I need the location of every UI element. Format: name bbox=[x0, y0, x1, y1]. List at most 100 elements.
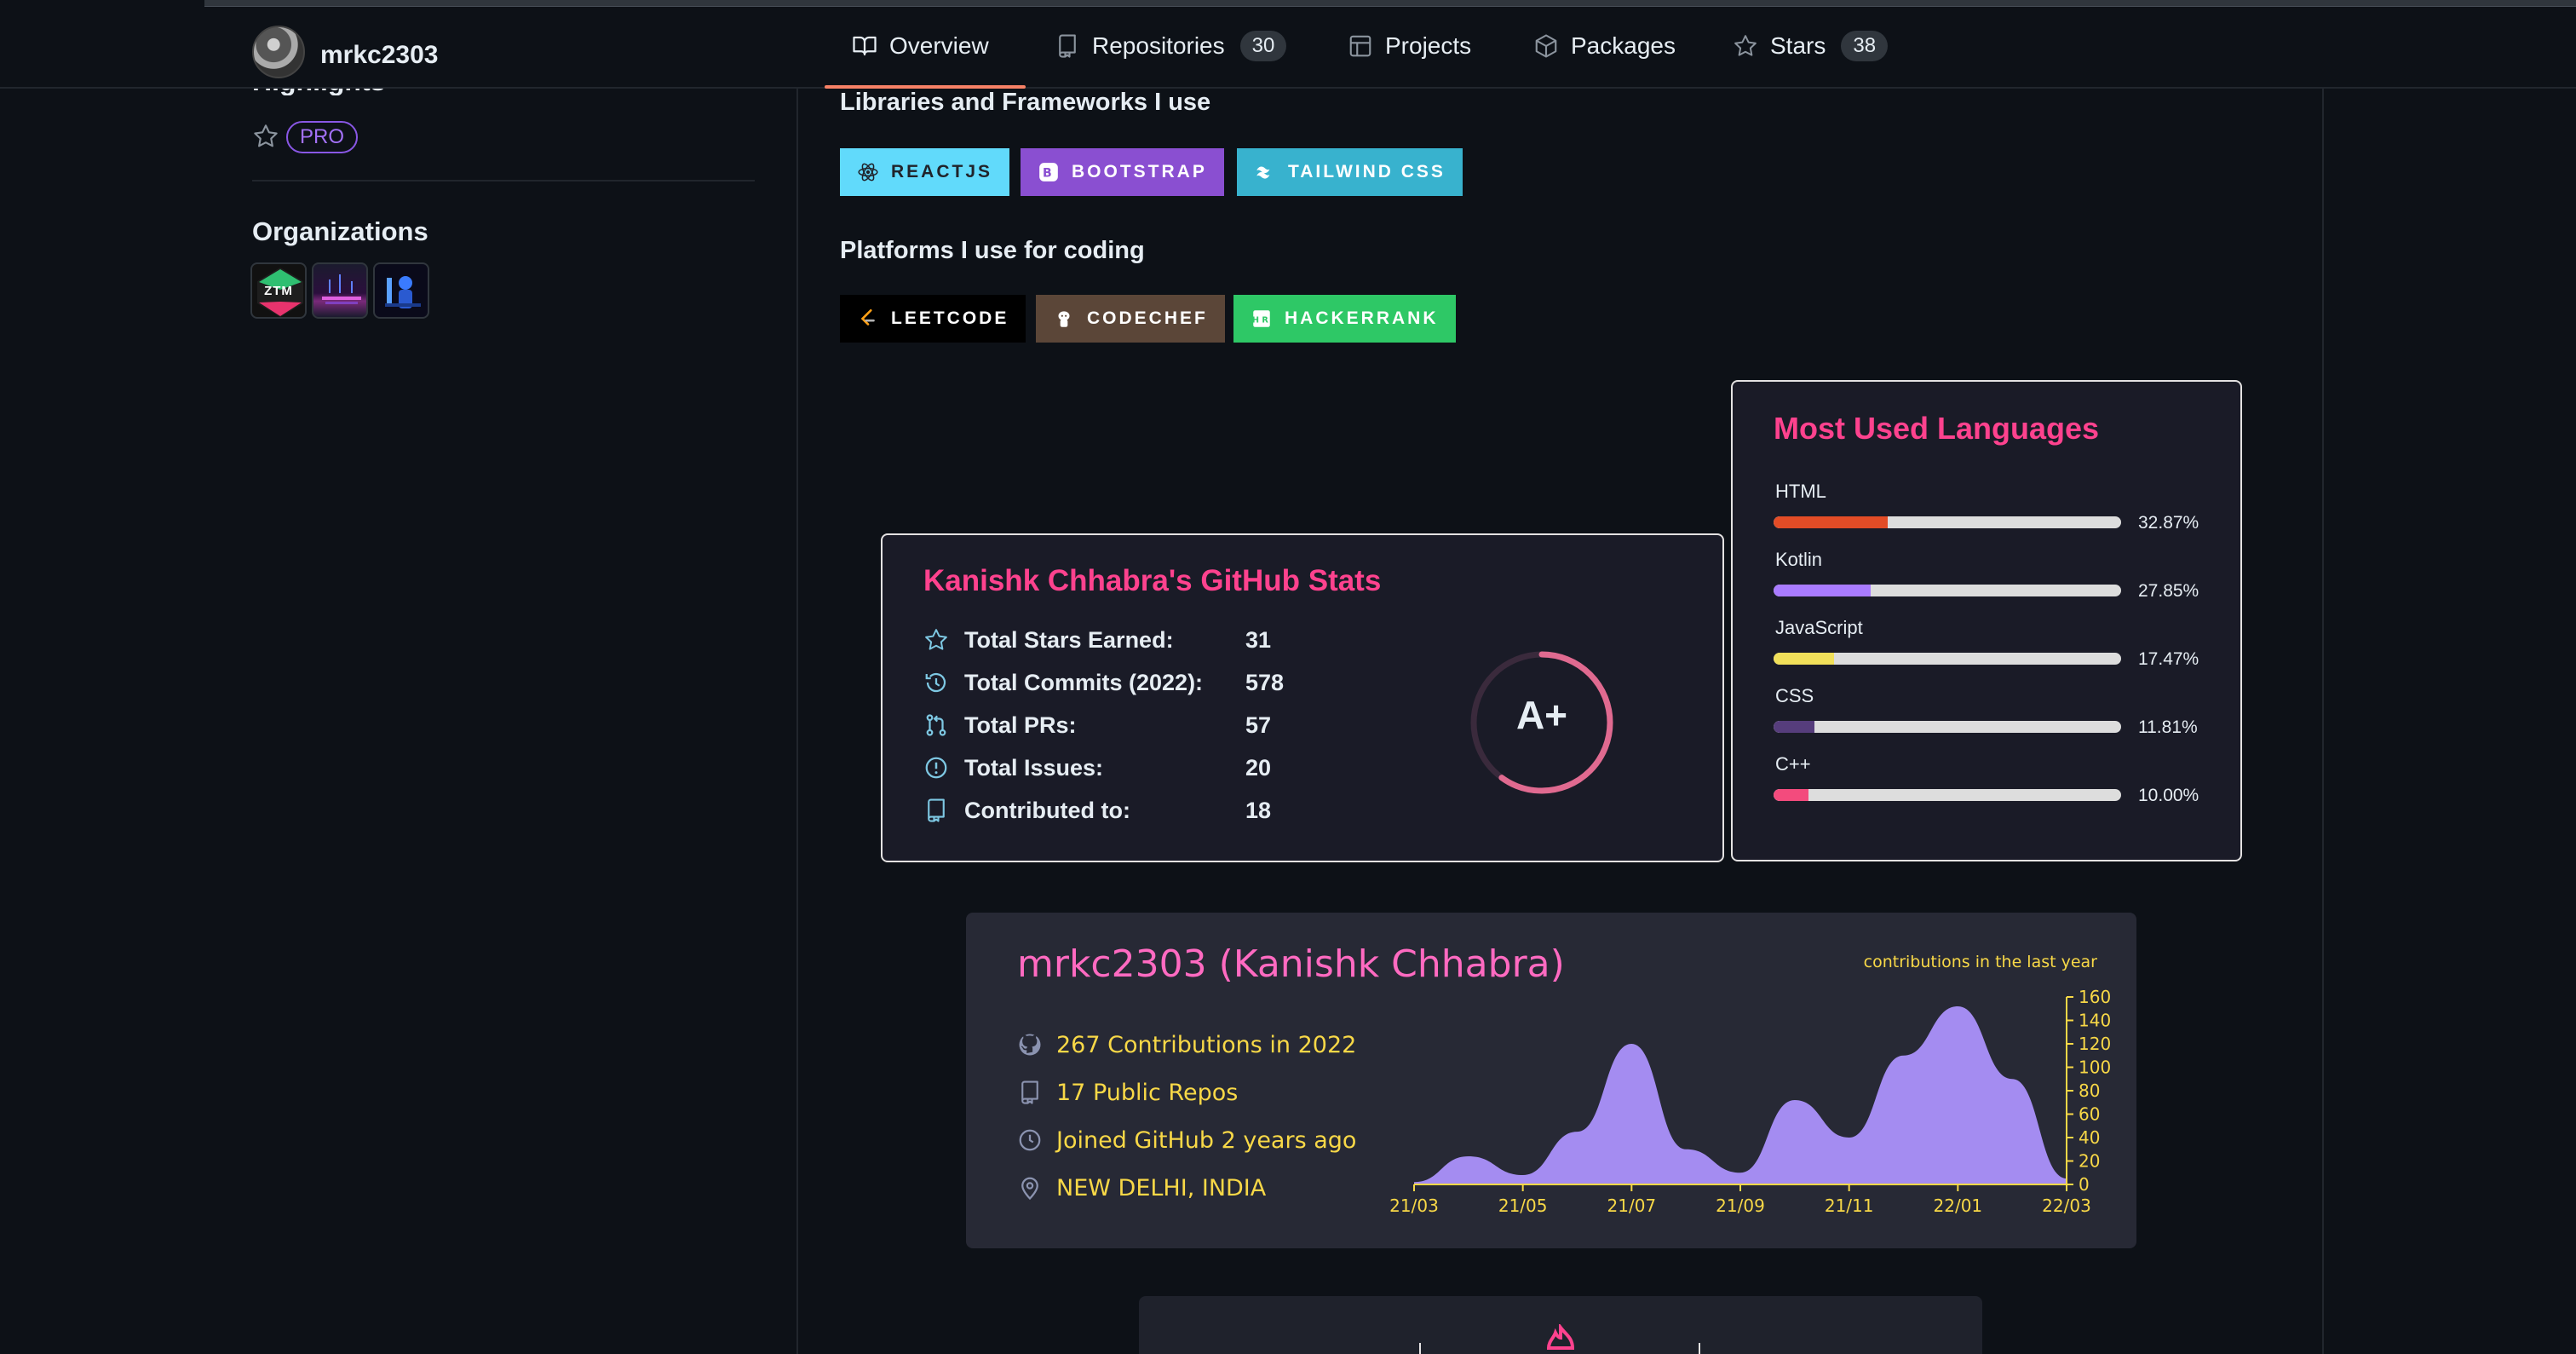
react-icon bbox=[858, 163, 878, 181]
badge-tailwind-css[interactable]: TAILWIND CSS bbox=[1237, 148, 1463, 196]
github-icon bbox=[1019, 1034, 1041, 1056]
sidebar-divider bbox=[252, 180, 755, 181]
contrib-row-repos: 17 Public Repos bbox=[1017, 1075, 1238, 1109]
stat-label: Total PRs: bbox=[964, 712, 1077, 738]
github-stats-card bbox=[881, 533, 1724, 862]
y-tick-label: 140 bbox=[2079, 1011, 2111, 1031]
contrib-text: 17 Public Repos bbox=[1056, 1079, 1239, 1106]
stat-label: Total Stars Earned: bbox=[964, 626, 1174, 653]
clock-icon bbox=[1019, 1129, 1041, 1151]
contrib-text: NEW DELHI, INDIA bbox=[1056, 1174, 1267, 1201]
badge-label: BOOTSTRAP bbox=[1072, 162, 1207, 181]
issue-icon bbox=[925, 757, 947, 779]
tab-label: Overview bbox=[889, 32, 989, 59]
tab-repositories[interactable]: Repositories 30 bbox=[1055, 29, 1287, 63]
tab-label: Repositories bbox=[1092, 32, 1225, 59]
star-icon bbox=[925, 629, 947, 650]
language-percent: 10.00% bbox=[2138, 786, 2199, 805]
stat-label: Total Commits (2022): bbox=[964, 669, 1204, 695]
rank-circle bbox=[1470, 651, 1613, 794]
stat-value: 20 bbox=[1245, 754, 1272, 781]
stat-value: 18 bbox=[1245, 797, 1272, 823]
contrib-text: 267 Contributions in 2022 bbox=[1056, 1031, 1357, 1058]
org-3-logo-icon bbox=[385, 276, 421, 308]
language-bar-track bbox=[1774, 516, 2121, 528]
stat-row-contributed: Contributed to: 18 bbox=[923, 793, 1314, 827]
ztm-logo-text: ZTM bbox=[264, 284, 293, 298]
tab-stars[interactable]: Stars 38 bbox=[1733, 29, 1889, 63]
badge-hackerrank[interactable]: HR HACKERRANK bbox=[1233, 295, 1456, 343]
tab-label: Stars bbox=[1770, 32, 1826, 59]
main-column-border-right bbox=[2322, 89, 2324, 1354]
language-percent: 27.85% bbox=[2138, 581, 2199, 601]
stat-row-issues: Total Issues: 20 bbox=[923, 751, 1314, 785]
contrib-text: Joined GitHub 2 years ago bbox=[1056, 1126, 1357, 1154]
language-bar-track bbox=[1774, 585, 2121, 596]
stat-label: Contributed to: bbox=[964, 797, 1130, 823]
book-icon bbox=[853, 36, 877, 56]
language-name: HTML bbox=[1775, 481, 1826, 502]
fire-icon bbox=[1546, 1324, 1575, 1350]
star-icon bbox=[1734, 35, 1757, 56]
badge-label: HACKERRANK bbox=[1285, 308, 1439, 328]
svg-text:B: B bbox=[1043, 166, 1055, 180]
stat-value: 578 bbox=[1245, 669, 1285, 695]
y-tick-label: 100 bbox=[2079, 1057, 2111, 1078]
language-bar-fill bbox=[1774, 516, 1889, 528]
contributions-caption: contributions in the last year bbox=[1863, 953, 2097, 971]
badge-label: LEETCODE bbox=[891, 308, 1009, 328]
repositories-count: 30 bbox=[1239, 31, 1287, 61]
bootstrap-icon: B bbox=[1039, 163, 1058, 181]
header-username[interactable]: mrkc2303 bbox=[320, 41, 439, 69]
tab-overview-underline bbox=[825, 85, 1026, 89]
contributions-profile-name: mrkc2303 (Kanishk Chhabra) bbox=[1017, 942, 1565, 986]
org-avatar-3[interactable] bbox=[373, 262, 429, 319]
contrib-row-total: 267 Contributions in 2022 bbox=[1017, 1028, 1356, 1062]
x-tick-label: 22/01 bbox=[1934, 1196, 1983, 1216]
tab-projects[interactable]: Projects bbox=[1348, 29, 1471, 63]
contrib-row-location: NEW DELHI, INDIA bbox=[1017, 1171, 1266, 1205]
profile-header bbox=[0, 7, 2576, 89]
badge-reactjs[interactable]: REACTJS bbox=[840, 148, 1010, 196]
avatar[interactable] bbox=[252, 26, 305, 78]
stats-title: Kanishk Chhabra's GitHub Stats bbox=[923, 564, 1382, 597]
platforms-title: Platforms I use for coding bbox=[840, 237, 1145, 264]
language-bar-track bbox=[1774, 789, 2121, 801]
x-tick-label: 22/03 bbox=[2042, 1196, 2091, 1216]
badge-leetcode[interactable]: LEETCODE bbox=[840, 295, 1026, 343]
y-tick-label: 160 bbox=[2079, 987, 2111, 1007]
stat-row-stars: Total Stars Earned: 31 bbox=[923, 623, 1314, 657]
repo-icon bbox=[1021, 1080, 1038, 1104]
language-percent: 32.87% bbox=[2138, 513, 2199, 533]
ztm-logo-icon bbox=[257, 268, 303, 317]
org-avatar-ztm[interactable]: ZTM bbox=[250, 262, 307, 319]
leetcode-icon bbox=[860, 308, 875, 326]
tab-overview[interactable]: Overview bbox=[852, 29, 989, 63]
badge-bootstrap[interactable]: B BOOTSTRAP bbox=[1021, 148, 1224, 196]
y-tick-label: 20 bbox=[2079, 1151, 2100, 1172]
tab-label: Projects bbox=[1385, 32, 1472, 59]
language-bar-fill bbox=[1774, 653, 1835, 665]
language-percent: 17.47% bbox=[2138, 649, 2199, 669]
badge-label: REACTJS bbox=[891, 162, 993, 181]
x-tick-label: 21/11 bbox=[1825, 1196, 1874, 1216]
x-tick-label: 21/07 bbox=[1607, 1196, 1657, 1216]
language-bar-fill bbox=[1774, 585, 1871, 596]
tab-packages[interactable]: Packages bbox=[1533, 29, 1676, 63]
language-bar-fill bbox=[1774, 721, 1815, 733]
contrib-row-joined: Joined GitHub 2 years ago bbox=[1017, 1123, 1356, 1157]
language-name: Kotlin bbox=[1775, 549, 1823, 570]
streak-divider-1 bbox=[1419, 1343, 1421, 1354]
svg-text:HR: HR bbox=[1252, 315, 1271, 325]
y-tick-label: 120 bbox=[2079, 1034, 2111, 1054]
badge-codechef[interactable]: CODECHEF bbox=[1036, 295, 1225, 343]
language-percent: 11.81% bbox=[2138, 717, 2198, 737]
x-tick-label: 21/09 bbox=[1716, 1196, 1765, 1216]
tailwind-icon bbox=[1256, 166, 1270, 179]
y-tick-label: 0 bbox=[2079, 1174, 2090, 1195]
language-bar-track bbox=[1774, 653, 2121, 665]
package-icon bbox=[1535, 34, 1557, 58]
stat-label: Total Issues: bbox=[964, 754, 1104, 781]
org-avatar-2[interactable] bbox=[312, 262, 368, 319]
